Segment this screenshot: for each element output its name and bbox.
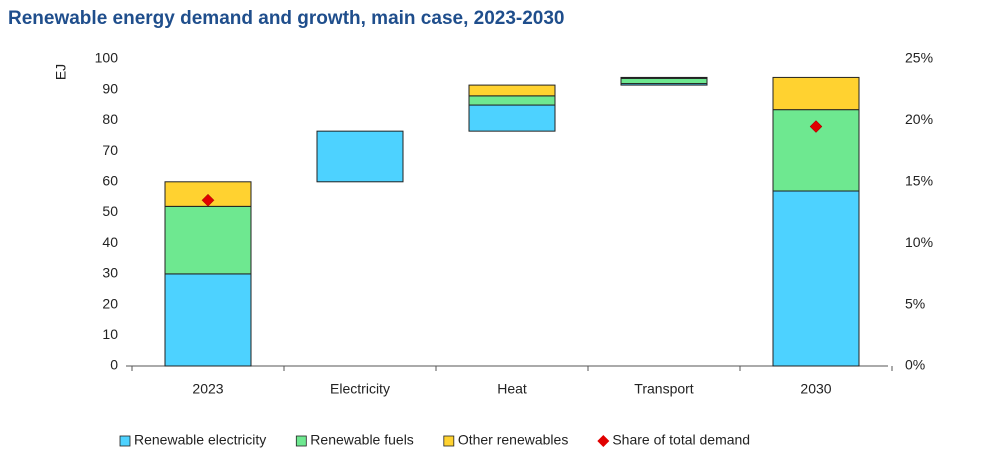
x-tick-label: Transport [634,381,694,397]
x-tick-label: 2023 [192,381,223,397]
legend-label: Renewable fuels [310,432,414,448]
y2-tick-label: 10% [905,234,933,250]
legend-marker [443,435,455,447]
bar-segment [620,77,708,85]
y-tick-label: 30 [102,265,118,281]
y2-tick-label: 20% [905,111,933,127]
legend-marker [597,435,610,447]
y2-tick-label: 0% [905,357,925,373]
legend-label: Other renewables [458,432,569,448]
y-tick-label: 80 [102,111,118,127]
bar-segment [468,95,556,106]
bar-segment [468,104,556,132]
y-tick-label: 50 [102,203,118,219]
y-tick-label: 90 [102,80,118,96]
bar-segment [164,273,252,367]
x-tick-label: 2030 [800,381,831,397]
y-tick-label: 20 [102,295,118,311]
y-tick-label: 60 [102,173,118,189]
chart-title: Renewable energy demand and growth, main… [8,8,565,29]
x-tick-label: Electricity [330,381,390,397]
legend-label: Renewable electricity [134,432,266,448]
legend-label: Share of total demand [612,432,750,448]
y-tick-label: 40 [102,234,118,250]
bar-segment [772,76,860,111]
y-axis-label: EJ [53,64,69,80]
legend-marker [119,435,131,447]
y-tick-label: 100 [95,50,119,66]
bar-segment [316,130,404,183]
y2-tick-label: 5% [905,295,925,311]
bar-segment [468,84,556,97]
y-tick-label: 10 [102,326,118,342]
y2-tick-label: 25% [905,50,933,66]
bar-segment [620,76,708,79]
marker [201,193,215,207]
bar-segment [164,205,252,275]
y-tick-label: 0 [110,357,118,373]
x-tick-label: Heat [497,381,527,397]
marker [809,120,823,133]
y2-tick-label: 15% [905,173,933,189]
y-tick-label: 70 [102,142,118,158]
bar-segment [772,190,860,367]
legend-marker [295,435,307,447]
